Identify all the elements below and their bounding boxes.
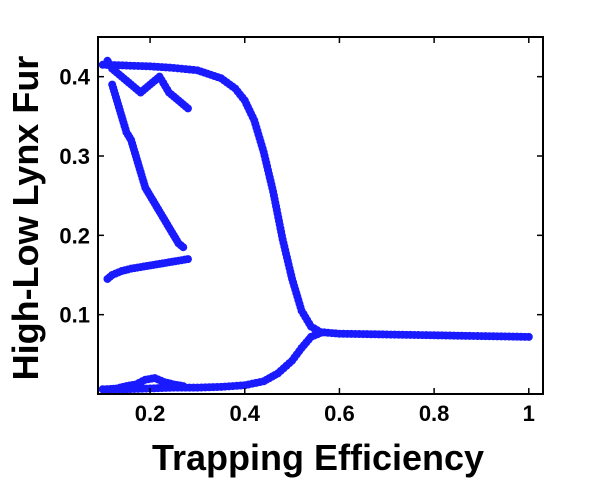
series-line [99,61,533,341]
series-upper [98,60,533,341]
plot-frame [97,36,544,395]
x-tick-label: 0.4 [229,401,260,426]
x-axis-ticks: 0.2 0.4 0.6 0.8 1 [135,37,535,426]
y-axis-title: High-Low Lynx Fur [5,56,46,381]
series-low-trapping-bottom [103,374,188,394]
data-point [524,332,533,341]
series-low-trapping-cloud-lower [103,255,192,283]
x-tick-label: 0.8 [419,401,450,426]
x-tick-label: 0.6 [324,401,355,426]
data-point [183,104,192,113]
data-point [179,382,188,391]
x-tick-label: 1 [523,401,535,426]
y-tick-label: 0.3 [59,144,90,169]
x-axis-title: Trapping Efficiency [152,437,484,478]
y-axis-ticks: 0.1 0.2 0.3 0.4 [59,65,543,328]
data-point [316,328,325,337]
y-tick-label: 0.4 [59,65,90,90]
data-point [183,255,192,264]
data-point [179,243,188,252]
series-low-trapping-cloud-middle [108,80,188,252]
plot-marks [98,56,533,394]
series-low-trapping-cloud-upper [103,56,192,113]
y-tick-label: 0.2 [59,223,90,248]
x-tick-label: 0.2 [135,401,166,426]
y-tick-label: 0.1 [59,303,90,328]
